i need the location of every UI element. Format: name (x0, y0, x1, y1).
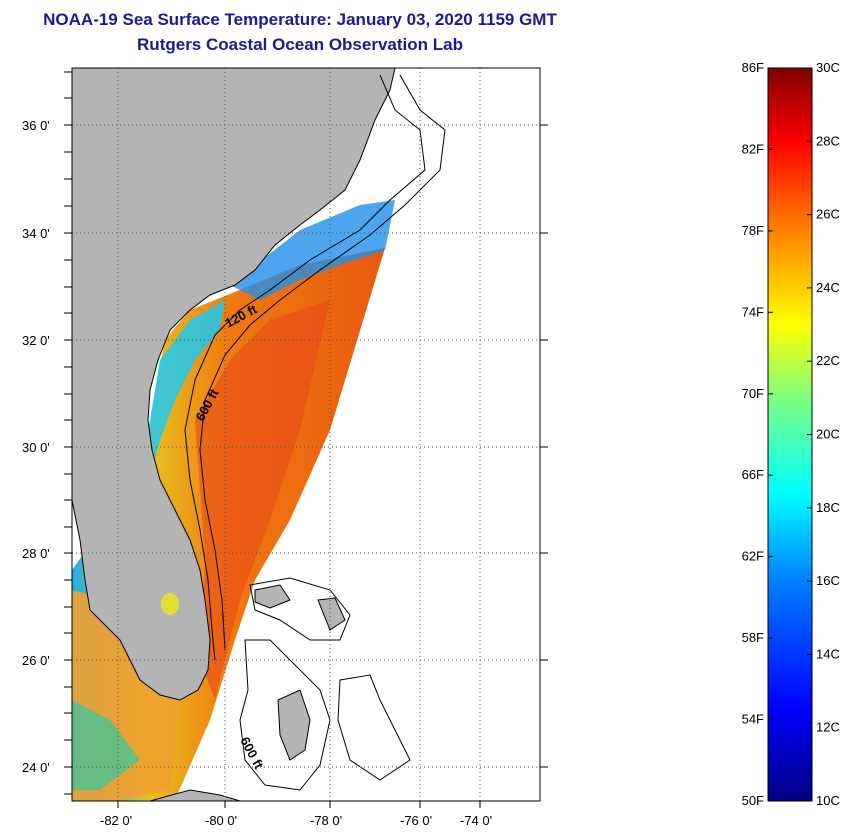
colorbar-c-label: 10C (816, 793, 840, 808)
shelf-contour-600ft (199, 74, 446, 651)
colorbar-c-label: 18C (816, 500, 840, 515)
lake-okeechobee (161, 593, 179, 615)
colorbar-f-label: 74F (742, 304, 764, 319)
frame-ticks (64, 71, 548, 808)
colorbar-c-label: 30C (816, 60, 840, 75)
lat-label-36: 36 0' (22, 118, 50, 133)
lat-label-24: 24 0' (22, 760, 50, 775)
map-border (71, 67, 541, 802)
colorbar-c-label: 20C (816, 427, 840, 442)
colorbar-f-label: 62F (742, 549, 764, 564)
colorbar-f-label: 78F (742, 223, 764, 238)
lon-label-82: -82 0' (100, 813, 132, 828)
colorbar-c-label: 26C (816, 207, 840, 222)
colorbar-f-label: 58F (742, 630, 764, 645)
colorbar-f-label: 86F (742, 60, 764, 75)
colorbar-c-label: 22C (816, 353, 840, 368)
lon-label-78: -78 0' (310, 813, 342, 828)
shelf-contour-120ft (184, 74, 426, 661)
bahamas-island-2 (254, 584, 291, 609)
map-title: NOAA-19 Sea Surface Temperature: January… (43, 10, 557, 29)
colorbar-c-label: 12C (816, 720, 840, 735)
bahamas-island-3 (317, 597, 346, 631)
bahamas-bank-contour-2 (249, 577, 351, 641)
colorbar-c-label: 16C (816, 573, 840, 588)
lat-label-32: 32 0' (22, 333, 50, 348)
colorbar-f-label: 66F (742, 467, 764, 482)
bahamas-bank-contour (239, 639, 331, 791)
colorbar-f-label: 82F (742, 141, 764, 156)
map-subtitle: Rutgers Coastal Ocean Observation Lab (137, 35, 463, 54)
colorbar-f-label: 54F (742, 712, 764, 727)
colorbar-celsius-ticks: 30C 28C 26C 24C 22C 20C 18C 16C 14C 12C 10C (807, 60, 840, 808)
lon-label-80: -80 0' (205, 813, 237, 828)
lat-label-34: 34 0' (22, 226, 50, 241)
cool-coastal-water (230, 200, 395, 300)
lon-label-74: -74 0' (460, 813, 492, 828)
colorbar-c-label: 24C (816, 280, 840, 295)
colorbar-c-label: 28C (816, 133, 840, 148)
lat-label-28: 28 0' (22, 546, 50, 561)
colorbar-f-label: 50F (742, 793, 764, 808)
bahamas-island-1 (277, 689, 311, 761)
colorbar-c-label: 14C (816, 646, 840, 661)
lat-label-26: 26 0' (22, 653, 50, 668)
us-east-coast-land (72, 68, 396, 701)
cuba-land (149, 789, 241, 801)
cool-shelf-water (140, 300, 225, 470)
bahamas-bank-contour-3 (337, 674, 411, 781)
colorbar-fahrenheit-ticks: 86F 82F 78F 74F 70F 66F 62F 58F 54F 50F (742, 60, 773, 808)
gulf-stream-band (195, 300, 330, 700)
map-content (72, 68, 446, 801)
colorbar-f-label: 70F (742, 386, 764, 401)
lon-label-76: -76 0' (400, 813, 432, 828)
color-bar (767, 67, 813, 802)
lat-label-30: 30 0' (22, 440, 50, 455)
